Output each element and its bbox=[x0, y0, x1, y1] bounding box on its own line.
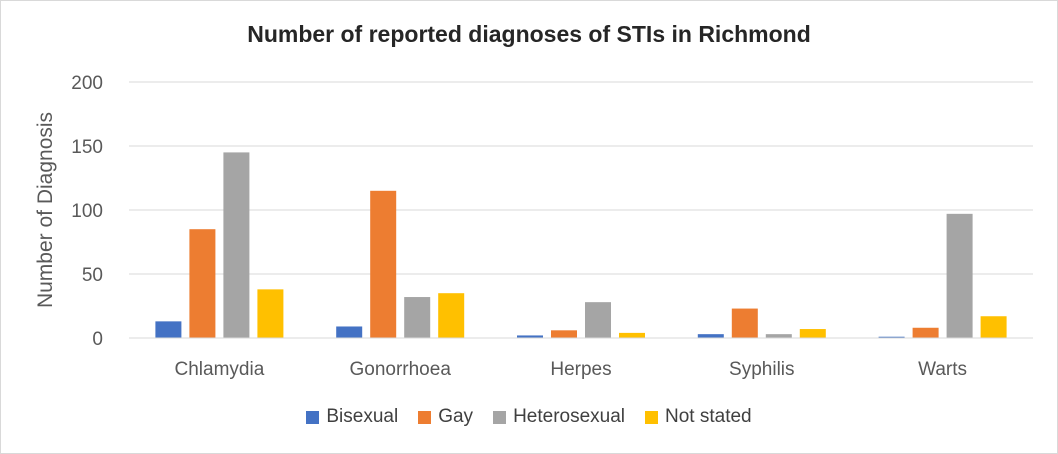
bar bbox=[980, 316, 1007, 338]
bar bbox=[517, 335, 543, 338]
legend-swatch bbox=[418, 410, 432, 424]
bar bbox=[765, 334, 792, 338]
chart-legend: Bisexual Gay Heterosexual Not stated bbox=[1, 406, 1057, 428]
y-tick-label: 200 bbox=[71, 73, 103, 94]
bar bbox=[585, 302, 611, 338]
legend-item: Gay bbox=[418, 406, 473, 428]
legend-swatch bbox=[493, 410, 507, 424]
x-tick-label: Gonorrhoea bbox=[349, 359, 451, 380]
bar bbox=[189, 229, 216, 338]
y-tick-label: 50 bbox=[82, 265, 103, 286]
bar bbox=[370, 190, 397, 338]
bar bbox=[697, 334, 724, 338]
bar bbox=[799, 329, 826, 338]
y-tick-label: 150 bbox=[71, 137, 103, 158]
x-tick-label: Syphilis bbox=[729, 359, 794, 380]
bar bbox=[878, 336, 905, 338]
bar bbox=[946, 213, 973, 338]
legend-item: Bisexual bbox=[306, 406, 398, 428]
chart-title: Number of reported diagnoses of STIs in … bbox=[247, 21, 811, 47]
x-tick-label: Herpes bbox=[550, 359, 611, 380]
bar bbox=[619, 332, 645, 338]
x-tick-label: Chlamydia bbox=[175, 359, 265, 380]
legend-label: Heterosexual bbox=[513, 406, 626, 427]
y-tick-label: 100 bbox=[71, 201, 103, 222]
bar bbox=[551, 330, 577, 338]
legend-label: Bisexual bbox=[326, 406, 399, 427]
legend-item: Heterosexual bbox=[493, 406, 625, 428]
legend-swatch bbox=[306, 410, 320, 424]
bar bbox=[223, 152, 250, 338]
bar bbox=[731, 308, 758, 338]
legend-label: Gay bbox=[438, 406, 474, 427]
bar bbox=[336, 326, 363, 338]
legend-label: Not stated bbox=[665, 406, 752, 427]
bar bbox=[155, 321, 182, 338]
bar bbox=[404, 297, 431, 338]
bar bbox=[257, 289, 284, 338]
x-tick-label: Warts bbox=[918, 359, 967, 380]
y-tick-label: 0 bbox=[92, 329, 103, 350]
legend-swatch bbox=[645, 410, 659, 424]
legend-item: Not stated bbox=[645, 406, 752, 428]
bar bbox=[438, 293, 465, 338]
y-axis-label: Number of Diagnosis bbox=[34, 112, 57, 308]
bar bbox=[912, 327, 939, 338]
